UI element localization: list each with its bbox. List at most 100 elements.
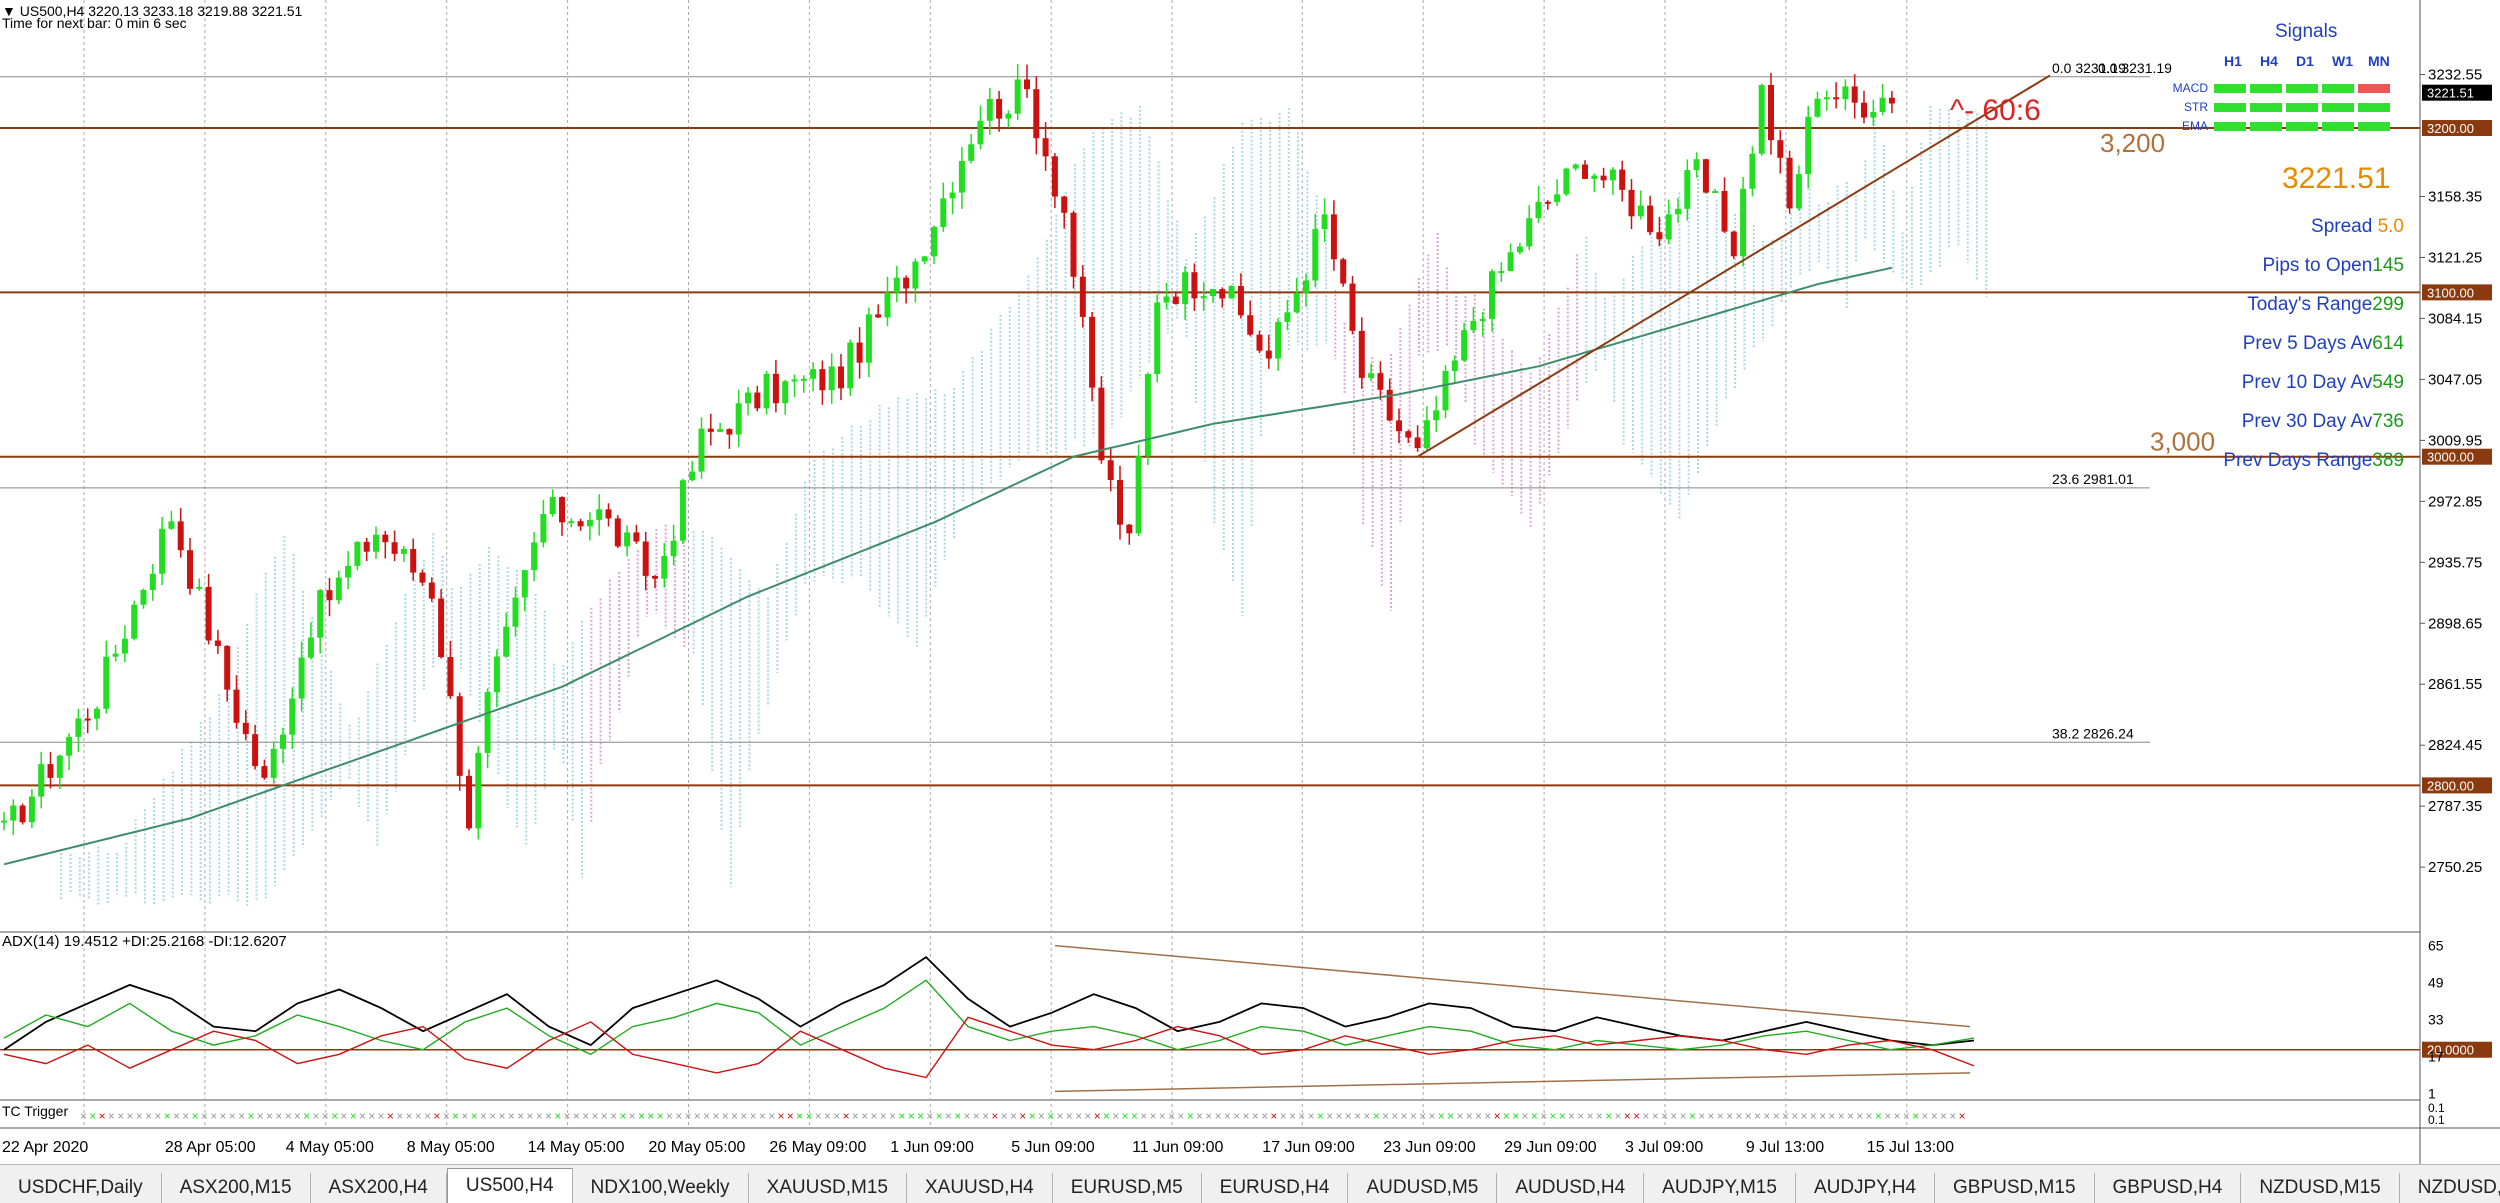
stat-row: Prev 10 Day Av549 [2242, 372, 2404, 393]
candle-body [1786, 157, 1793, 209]
tc-trigger-mark: × [536, 1109, 543, 1123]
candle-body [19, 805, 26, 823]
tc-trigger-mark: × [722, 1109, 729, 1123]
signal-timeframe: MN [2368, 53, 2390, 69]
chart-tab[interactable]: AUDUSD,H4 [1497, 1173, 1645, 1203]
candle-body [1591, 175, 1598, 179]
chart-tab[interactable]: GBPUSD,H4 [2095, 1173, 2242, 1203]
tc-trigger-mark: × [815, 1109, 822, 1123]
candle-body [1377, 373, 1384, 390]
candle-body [1461, 330, 1468, 361]
candle-body [1135, 456, 1142, 534]
candle-body [1061, 196, 1068, 213]
tc-trigger-mark: × [1336, 1109, 1343, 1123]
stat-row: Prev 30 Day Av736 [2242, 411, 2404, 432]
chart-tab[interactable]: GBPUSD,M15 [1935, 1173, 2095, 1203]
candle-body [1777, 140, 1784, 158]
candle-body [1768, 85, 1774, 141]
candle-body [540, 514, 547, 543]
chart-background [0, 0, 2500, 1164]
y-tick-label: 3232.55 [2428, 67, 2482, 84]
candle-body [1414, 437, 1421, 449]
price-axis[interactable]: 3232.55 3158.35 3121.25 3084.15 3047.05 3009.… [2420, 67, 2492, 877]
tc-trigger-mark: × [685, 1109, 692, 1123]
stat-row: Prev Days Range389 [2223, 450, 2404, 471]
tc-trigger-mark: × [1940, 1109, 1947, 1123]
chart-tab[interactable]: EURUSD,H4 [1202, 1173, 1349, 1203]
tc-trigger-mark: × [229, 1109, 236, 1123]
chart-tab[interactable]: ASX200,H4 [311, 1173, 447, 1203]
candle-body [1730, 231, 1737, 257]
chart-tab[interactable]: EURUSD,M5 [1053, 1173, 1202, 1203]
candle-body [549, 497, 556, 515]
tc-trigger-mark: × [433, 1109, 440, 1123]
tc-trigger-mark: × [1921, 1109, 1928, 1123]
stat-row: Prev 5 Days Av614 [2243, 333, 2405, 354]
chart-tab[interactable]: AUDUSD,M5 [1348, 1173, 1498, 1203]
candle-body [1721, 191, 1728, 232]
tc-trigger-mark: × [1680, 1109, 1687, 1123]
tc-trigger-mark: × [954, 1109, 961, 1123]
chart-tab[interactable]: USDCHF,Daily [0, 1173, 162, 1203]
candle-body [131, 604, 138, 639]
chart-tab[interactable]: US500,H4 [446, 1168, 573, 1203]
signal-indicator [2286, 103, 2318, 112]
candle-body [1749, 153, 1756, 189]
candle-body [307, 637, 314, 658]
chart-tab[interactable]: AUDJPY,M15 [1644, 1173, 1796, 1203]
y-tick-label: 3121.25 [2428, 249, 2482, 266]
candle-body [819, 369, 826, 391]
tc-trigger-mark: × [1773, 1109, 1780, 1123]
candle-body [577, 521, 584, 527]
candle-body [1042, 138, 1049, 157]
y-tick-label: 3158.35 [2428, 188, 2482, 205]
chart-tab[interactable]: ASX200,M15 [162, 1173, 311, 1203]
chart-tab[interactable]: AUDJPY,H4 [1796, 1173, 1936, 1203]
chart-tab[interactable]: NZDUSD,M15 [2241, 1173, 2400, 1203]
x-tick-label: 4 May 05:00 [286, 1139, 374, 1156]
candle-body [1247, 315, 1254, 335]
chart-tab[interactable]: NDX100,Weekly [573, 1173, 749, 1203]
signal-indicator [2214, 84, 2246, 93]
candle-body [1098, 387, 1105, 461]
candle-body [1740, 188, 1747, 257]
tc-trigger-mark: × [1531, 1109, 1538, 1123]
chart-tab[interactable]: NZDUSD,H4 [2400, 1173, 2500, 1203]
tc-trigger-mark: × [1410, 1109, 1417, 1123]
tc-trigger-mark: × [1615, 1109, 1622, 1123]
candle-body [391, 542, 398, 554]
candle-body [828, 366, 835, 391]
tc-trigger-mark: × [192, 1109, 199, 1123]
candle-body [1265, 350, 1272, 359]
chart-tab[interactable]: XAUUSD,H4 [907, 1173, 1053, 1203]
tc-trigger-mark: × [601, 1109, 608, 1123]
tc-trigger-mark: × [1317, 1109, 1324, 1123]
signal-indicator [2286, 84, 2318, 93]
tc-trigger-mark: × [1187, 1109, 1194, 1123]
stat-label: Prev Days Range [2223, 450, 2372, 471]
tc-trigger-mark: × [1131, 1109, 1138, 1123]
tc-trigger-mark: × [1159, 1109, 1166, 1123]
candle-body [884, 292, 891, 318]
candle-body [726, 429, 733, 435]
candle-body [1879, 97, 1886, 113]
tc-trigger-mark: × [889, 1109, 896, 1123]
chart-tab[interactable]: XAUUSD,M15 [749, 1173, 907, 1203]
tc-trigger-mark: × [1382, 1109, 1389, 1123]
tc-trigger-mark: × [1233, 1109, 1240, 1123]
signal-timeframe: H1 [2224, 53, 2242, 69]
horizontal-levels: 3200.00 3100.00 3000.00 2800.00 0.0 3231.19 2… [0, 60, 2492, 794]
tc-trigger-mark: × [1745, 1109, 1752, 1123]
tc-trigger-mark: × [945, 1109, 952, 1123]
tc-trigger-mark: × [564, 1109, 571, 1123]
adx-tick-label: 33 [2428, 1012, 2444, 1028]
tc-trigger-mark: × [154, 1109, 161, 1123]
tc-trigger-panel: × × × × × × × × × × × × × × × × × × × × × × × × × × × × × × × × × × × × × × × ×… [80, 1101, 2445, 1127]
tc-trigger-mark: × [461, 1109, 468, 1123]
candle-body [261, 766, 268, 778]
candle-body [1144, 374, 1151, 457]
tc-trigger-mark: × [1456, 1109, 1463, 1123]
tc-trigger-mark: × [257, 1109, 264, 1123]
candle-body [670, 540, 677, 556]
